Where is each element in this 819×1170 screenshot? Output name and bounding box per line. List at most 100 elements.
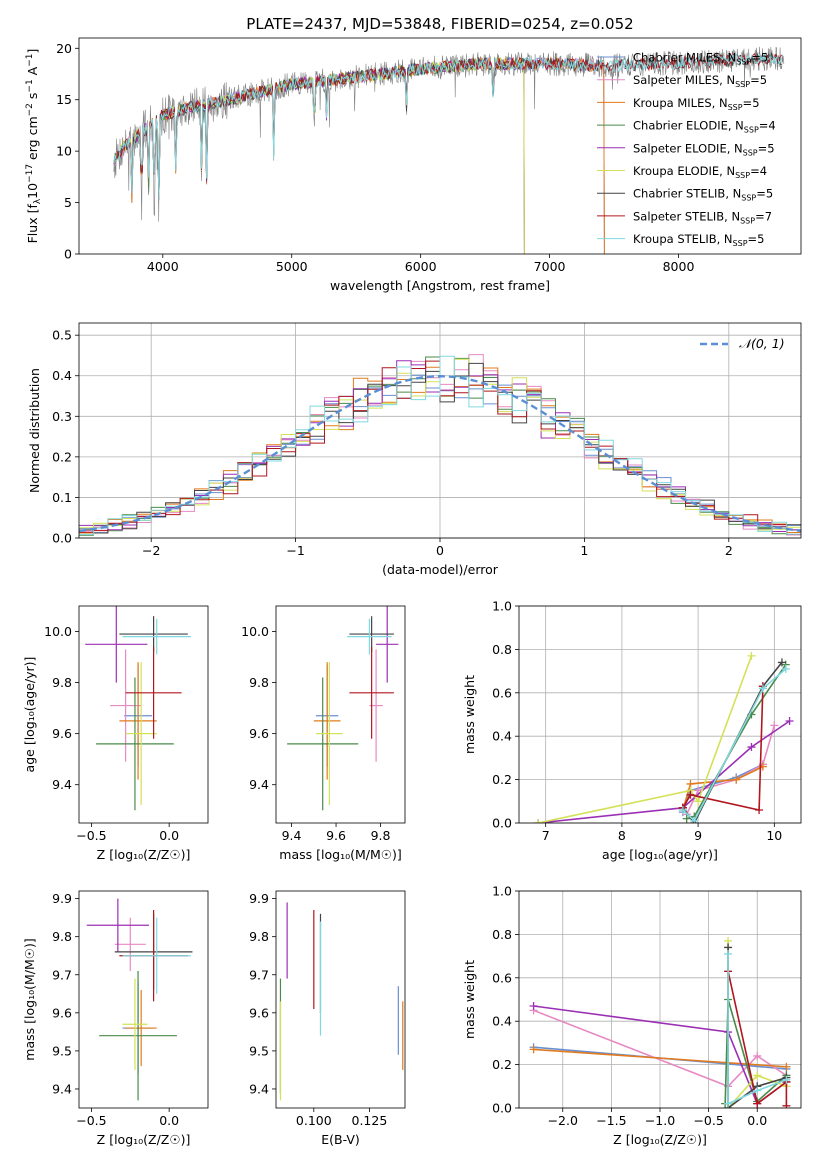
mass-vs-EBV-axes: 0.100 0.125 9.4 9.5 9.6 9.7 9.8 9.9 E(B-V): [249, 890, 406, 1147]
weight-vs-age-ylabel: mass weight: [462, 675, 477, 754]
legend-ssp: SSP: [736, 58, 751, 67]
legend-nssp-value: 4: [768, 119, 775, 133]
x-tick-label: 0.0: [747, 1113, 767, 1128]
residuals-xlabel: (data-model)/error: [382, 562, 499, 577]
weight-vs-age-plot-area: [534, 651, 794, 823]
legend-series-name: Kroupa ELODIE: [633, 164, 719, 178]
errorbar-kroupa-stelib: [122, 917, 191, 994]
y-tick-label: 0.0: [52, 531, 72, 546]
y-tick-label: 9.8: [52, 675, 72, 690]
series-line: [533, 1048, 787, 1068]
y-tick-label: 0.1: [52, 490, 72, 505]
residuals-panel: −2 −1 0 1 2 0.0 0.1 0.2 0.3 0.4 0.5 (data-model)/er…: [27, 322, 802, 577]
series-kroupa-miles: [678, 762, 767, 814]
series-marker: [694, 786, 703, 795]
legend-ssp: SSP: [733, 239, 748, 248]
mass-vs-Z-xlabel: Z [log₁₀(Z/Z☉)]: [97, 1132, 191, 1147]
legend-n: , N: [719, 73, 735, 87]
errorbar-chabrier-elodie: [287, 677, 359, 811]
y-tick-label: 10.0: [44, 624, 72, 639]
weight-vs-age-xlabel: age [log₁₀(age/yr)]: [602, 847, 718, 862]
errorbar-kroupa-elodie: [122, 978, 148, 1070]
legend-n: , N: [728, 119, 744, 133]
legend-nssp-value: 5: [766, 187, 773, 201]
y-tick-label: 9.6: [249, 1005, 269, 1020]
errorbar-chabrier-elodie: [99, 970, 177, 1101]
y-tick-label: 0.8: [492, 927, 512, 942]
errorbar-salpeter-elodie: [85, 606, 148, 683]
age-vs-mass-panel: 9.4 9.6 9.8 9.4 9.6 9.8 10.0 mass [log₁₀(M/M☉)]: [241, 605, 406, 862]
series-kroupa-elodie: [534, 651, 756, 823]
y-tick-label: 0.6: [492, 685, 512, 700]
y-tick-label: 9.5: [249, 1043, 269, 1058]
y-tick-label: 0.2: [492, 1057, 512, 1072]
legend-label: Kroupa ELODIE, NSSP=4: [633, 164, 767, 180]
series-line: [682, 686, 764, 811]
series-marker: [770, 721, 779, 730]
legend-ssp: SSP: [744, 126, 759, 135]
spectrum-frame: [78, 37, 802, 255]
legend-n: , N: [717, 232, 733, 246]
weight-vs-Z-panel: −2.0 −1.5 −1.0 −0.5 0.0 0.0 0.2 0.4 0.6 0.8 1.0 Z […: [462, 884, 802, 1147]
residuals-axes: −2 −1 0 1 2 0.0 0.1 0.2 0.3 0.4 0.5 (data-model)/er…: [27, 322, 802, 577]
legend-ssp: SSP: [740, 216, 755, 225]
age-vs-Z-panel: −0.5 0.0 9.4 9.6 9.8 10.0 Z [log₁₀(Z/Z☉)] age […: [22, 605, 209, 862]
x-tick-label: −1: [286, 543, 304, 558]
weight-vs-Z-xlabel: Z [log₁₀(Z/Z☉)]: [613, 1132, 707, 1147]
legend-equals: =: [755, 209, 765, 223]
x-tick-label: −1.0: [645, 1113, 675, 1128]
y-tick-label: 9.8: [52, 929, 72, 944]
mass-vs-Z-plot-area: [86, 898, 193, 1101]
spectrum-ylabel-part: 10: [25, 183, 40, 199]
series-marker: [529, 1045, 538, 1054]
mass-vs-EBV-plot-area: [279, 902, 404, 1101]
series-marker: [747, 743, 756, 752]
spectrum-panel: 4000 5000 6000 7000 8000 0 5 10 15 20 wavelength […: [56, 37, 802, 293]
errorbar-chabrier-stelib: [119, 616, 188, 652]
legend-nssp-value: 7: [765, 209, 772, 223]
x-tick-label: 0.0: [159, 828, 179, 843]
series-line: [686, 664, 787, 820]
legend-ssp: SSP: [743, 148, 758, 157]
x-tick-label: 0.125: [352, 1113, 388, 1128]
weight-vs-Z-plot-area: [529, 936, 791, 1108]
series-salpeter-elodie: [534, 717, 794, 823]
series-marker: [724, 1099, 733, 1108]
y-tick-label: 0.4: [52, 368, 72, 383]
spectrum-ylabel-part: −2: [25, 103, 35, 116]
age-vs-mass-plot-area: [287, 606, 399, 811]
errorbar-kroupa-miles: [119, 662, 157, 780]
errorbar-salpeter-stelib: [125, 646, 182, 739]
legend-n: , N: [725, 187, 741, 201]
legend-label: Salpeter MILES, NSSP=5: [633, 73, 767, 89]
spectrum-axes: 4000 5000 6000 7000 8000 0 5 10 15 20 wavelength […: [56, 37, 802, 293]
mass-vs-EBV-xlabel: E(B-V): [321, 1132, 360, 1147]
residuals-legend: 𝒩(0, 1): [700, 336, 785, 351]
weight-vs-Z-ylabel: mass weight: [462, 960, 477, 1039]
errorbar-kroupa-stelib: [122, 618, 191, 655]
legend-equals: =: [748, 232, 758, 246]
series-marker: [690, 816, 699, 823]
y-tick-label: 9.4: [52, 777, 72, 792]
series-kroupa-stelib: [678, 664, 790, 823]
series-marker: [785, 717, 794, 726]
x-tick-label: 0.0: [159, 1113, 179, 1128]
y-tick-label: 9.8: [249, 929, 269, 944]
legend-n: , N: [719, 164, 735, 178]
age-vs-Z-ylabel: age [log₁₀(age/yr)]: [22, 657, 37, 773]
series-marker: [782, 1062, 791, 1071]
y-tick-label: 9.4: [249, 777, 269, 792]
series-kroupa-miles: [529, 1045, 791, 1071]
errorbar-salpeter-miles: [110, 649, 142, 762]
spectrum-ylabel: Flux [fλ10−17 erg cm−2 s−1 A−1]: [25, 49, 43, 244]
legend-equals: =: [751, 51, 761, 65]
x-tick-label: 0.100: [296, 1113, 332, 1128]
y-tick-label: 9.4: [249, 1081, 269, 1096]
y-tick-label: 10.0: [241, 624, 269, 639]
y-tick-label: 0.8: [492, 642, 512, 657]
mass-vs-Z-frame: [78, 890, 209, 1109]
weight-vs-age-axes: 7 8 9 10 0.0 0.2 0.4 0.6 0.8 1.0 age [log₁₀(age/yr…: [462, 599, 802, 862]
legend-nssp-value: 5: [761, 51, 768, 65]
y-tick-label: 9.9: [249, 891, 269, 906]
series-marker: [682, 814, 691, 823]
